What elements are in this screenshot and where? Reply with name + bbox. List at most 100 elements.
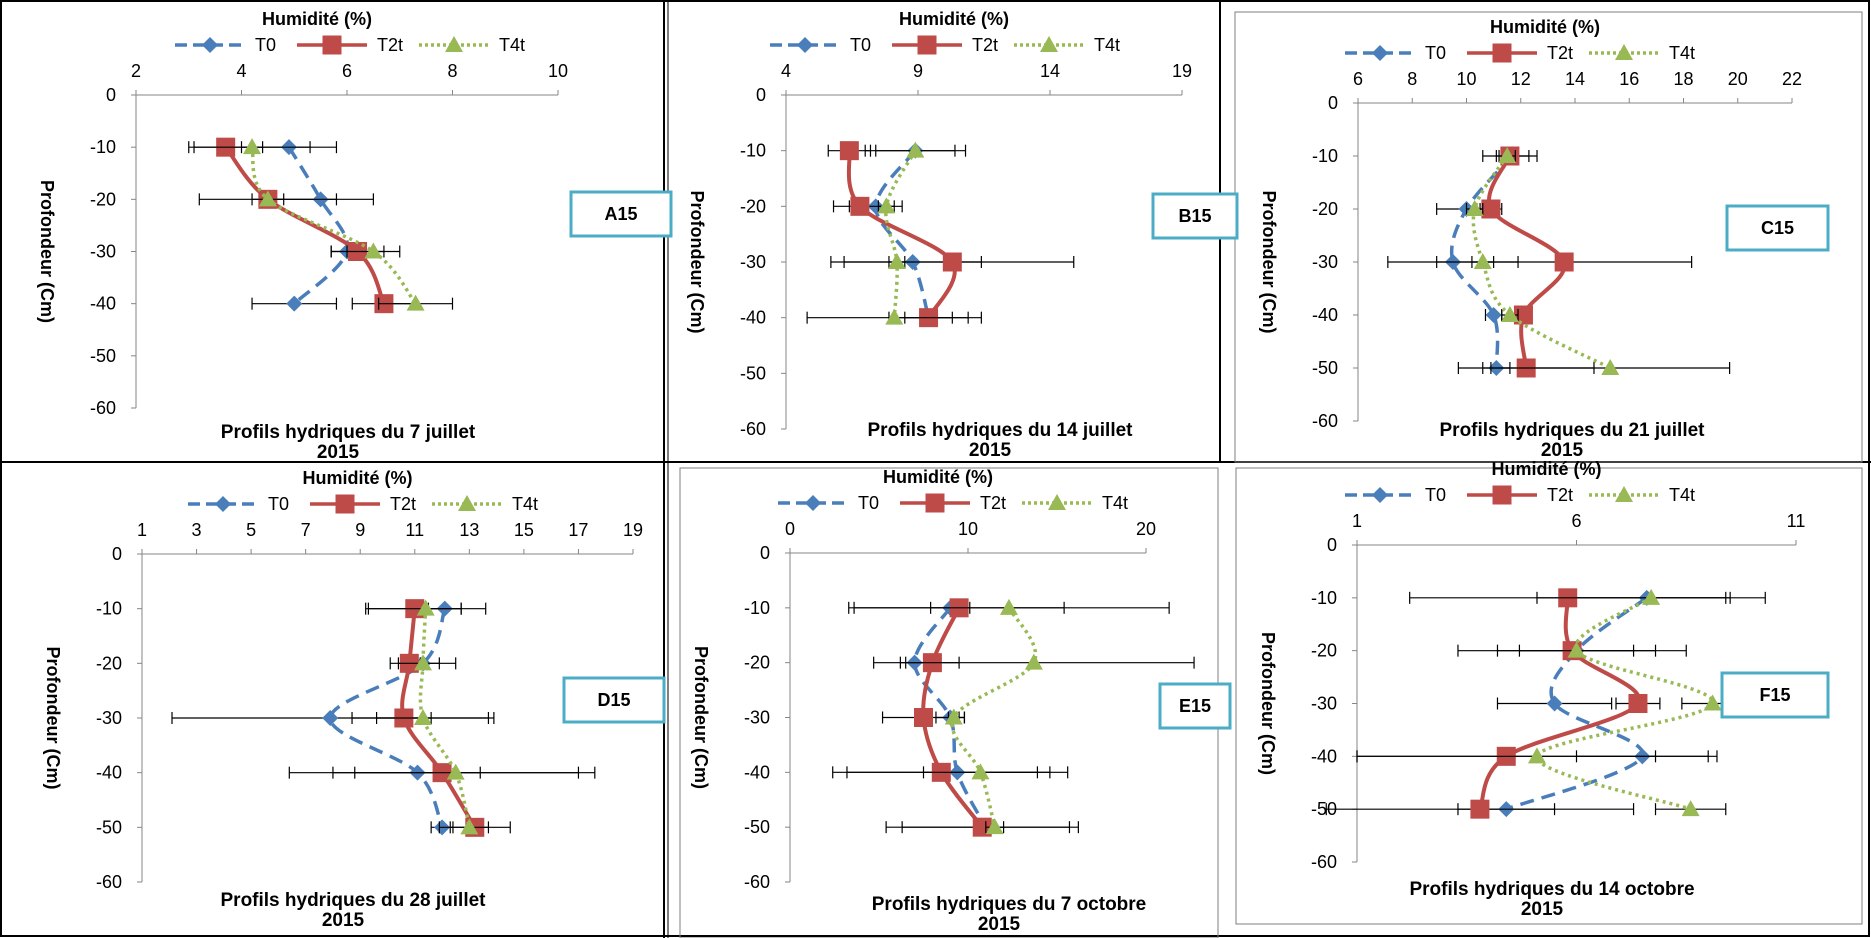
data-point-t4t bbox=[1642, 588, 1661, 605]
plot-area-frame bbox=[1235, 467, 1863, 925]
legend-marker-t4t bbox=[1048, 494, 1066, 510]
y-tick-label: 0 bbox=[106, 85, 116, 105]
y-tick-label: -30 bbox=[740, 252, 766, 272]
x-tick-label: 13 bbox=[459, 520, 479, 540]
chart-title-year: 2015 bbox=[322, 910, 365, 931]
panel-label: F15 bbox=[1759, 685, 1790, 705]
panel-label: C15 bbox=[1761, 218, 1794, 238]
data-point-t4t bbox=[999, 598, 1018, 615]
legend-label-t0: T0 bbox=[850, 35, 871, 55]
x-tick-label: 22 bbox=[1782, 69, 1802, 89]
y-tick-label: -30 bbox=[1311, 694, 1337, 714]
legend-marker-t2t bbox=[1492, 485, 1512, 505]
panel-label-box bbox=[562, 676, 666, 724]
chart-title: Profils hydriques du 14 juillet bbox=[868, 420, 1134, 441]
data-point-t4t bbox=[971, 763, 990, 780]
data-point-t4t bbox=[416, 599, 435, 616]
data-point-t0 bbox=[1485, 307, 1502, 323]
x-axis-title: Humidité (%) bbox=[303, 468, 413, 488]
x-axis-title: Humidité (%) bbox=[899, 9, 1009, 29]
chart-panel-e15: 0 10 20 0 -10 -20 -30 -40 -50 -60 Humidité (%) Prof… bbox=[679, 467, 1232, 938]
legend-marker-t2t bbox=[1492, 43, 1512, 63]
series-line-t0 bbox=[1505, 596, 1648, 811]
legend-label-t2t: T2t bbox=[390, 494, 416, 514]
series-line-t0 bbox=[287, 146, 350, 305]
chart-panel-c15: 6 8 10 12 14 16 18 20 22 0 -10 -20 -30 -40 -50 -60 Humid… bbox=[1259, 17, 1830, 461]
chart-title-year: 2015 bbox=[978, 914, 1021, 935]
data-point-t4t bbox=[243, 138, 262, 155]
data-point-t2t bbox=[839, 141, 859, 161]
x-tick-label: 11 bbox=[1787, 511, 1806, 531]
x-tick-label: 3 bbox=[192, 520, 202, 540]
x-tick-label: 20 bbox=[1136, 519, 1156, 539]
data-point-t2t bbox=[914, 708, 933, 727]
legend-marker-t4t bbox=[445, 36, 463, 52]
panel-label-box bbox=[1151, 192, 1239, 240]
chart-title-year: 2015 bbox=[1541, 440, 1584, 461]
data-point-t4t bbox=[1703, 694, 1722, 711]
x-tick-label: 20 bbox=[1728, 69, 1748, 89]
x-tick-label: 10 bbox=[1456, 69, 1476, 89]
legend-marker-t4t bbox=[1040, 36, 1058, 52]
data-point-t4t bbox=[364, 242, 383, 259]
x-tick-label: 1 bbox=[137, 520, 147, 540]
chart-title: Profils hydriques du 7 juillet bbox=[221, 422, 476, 443]
data-point-t4t bbox=[413, 709, 432, 725]
x-tick-label: 14 bbox=[1040, 61, 1060, 81]
x-tick-label: 2 bbox=[131, 61, 141, 81]
legend-marker-t2t bbox=[917, 35, 937, 55]
x-tick-label: 19 bbox=[623, 520, 643, 540]
x-tick-label: 8 bbox=[1407, 69, 1417, 89]
x-tick-label: 7 bbox=[301, 520, 311, 540]
y-tick-label: 0 bbox=[756, 85, 766, 105]
panel-label: D15 bbox=[597, 690, 630, 710]
y-tick-label: 0 bbox=[1327, 535, 1337, 555]
legend-marker-t2t bbox=[335, 494, 355, 514]
x-tick-label: 17 bbox=[568, 520, 588, 540]
y-tick-label: -10 bbox=[744, 598, 770, 618]
data-point-t4t bbox=[1500, 306, 1519, 322]
y-tick-label: -40 bbox=[744, 762, 770, 782]
data-point-t0 bbox=[1546, 695, 1563, 712]
y-tick-label: -20 bbox=[96, 653, 122, 673]
panel-label: E15 bbox=[1179, 696, 1211, 716]
series-line-t2t bbox=[846, 150, 957, 319]
legend-label-t0: T0 bbox=[268, 494, 289, 514]
y-tick-label: -50 bbox=[90, 346, 116, 366]
y-tick-label: -50 bbox=[740, 363, 766, 383]
y-tick-label: -10 bbox=[96, 599, 122, 619]
legend-label-t2t: T2t bbox=[972, 35, 998, 55]
legend-label-t4t: T4t bbox=[1102, 493, 1128, 513]
y-tick-label: -20 bbox=[1311, 641, 1337, 661]
data-point-t2t bbox=[942, 252, 962, 272]
y-tick-label: -20 bbox=[744, 653, 770, 673]
chart-panel-a15: 2 4 6 8 10 0 -10 -20 -30 -40 -50 -60 Humidité (%) Pro… bbox=[37, 9, 673, 463]
x-tick-label: 16 bbox=[1619, 69, 1639, 89]
data-point-t4t bbox=[258, 190, 277, 207]
data-point-t4t bbox=[944, 708, 963, 725]
y-tick-label: -30 bbox=[744, 708, 770, 728]
chart-panel-d15: 1 3 5 7 9 11 13 15 17 190-10-20-30-40-50-60Humidi… bbox=[43, 468, 666, 931]
x-axis-title: Humidité (%) bbox=[1492, 459, 1602, 479]
legend-label-t0: T0 bbox=[1425, 485, 1446, 505]
y-tick-label: 0 bbox=[760, 543, 770, 563]
legend-marker-t0 bbox=[805, 495, 821, 511]
legend-label-t4t: T4t bbox=[1094, 35, 1120, 55]
y-tick-label: -30 bbox=[96, 708, 122, 728]
x-tick-label: 14 bbox=[1565, 69, 1585, 89]
data-point-t0 bbox=[286, 295, 303, 312]
panel-label-box bbox=[1725, 204, 1830, 252]
chart-title: Profils hydriques du 21 juillet bbox=[1440, 420, 1706, 441]
x-tick-label: 10 bbox=[548, 61, 568, 81]
y-tick-label: -50 bbox=[1311, 799, 1337, 819]
y-tick-label: -30 bbox=[1312, 252, 1338, 272]
y-axis-title: Profondeur (Cm) bbox=[687, 191, 707, 334]
x-tick-label: 6 bbox=[342, 61, 352, 81]
y-tick-label: -20 bbox=[1312, 199, 1338, 219]
x-tick-label: 15 bbox=[514, 520, 534, 540]
chart-title-year: 2015 bbox=[969, 440, 1012, 461]
y-tick-label: -40 bbox=[1311, 746, 1337, 766]
x-tick-label: 10 bbox=[958, 519, 978, 539]
series-line-t4t bbox=[1535, 596, 1715, 811]
x-tick-label: 0 bbox=[785, 519, 795, 539]
